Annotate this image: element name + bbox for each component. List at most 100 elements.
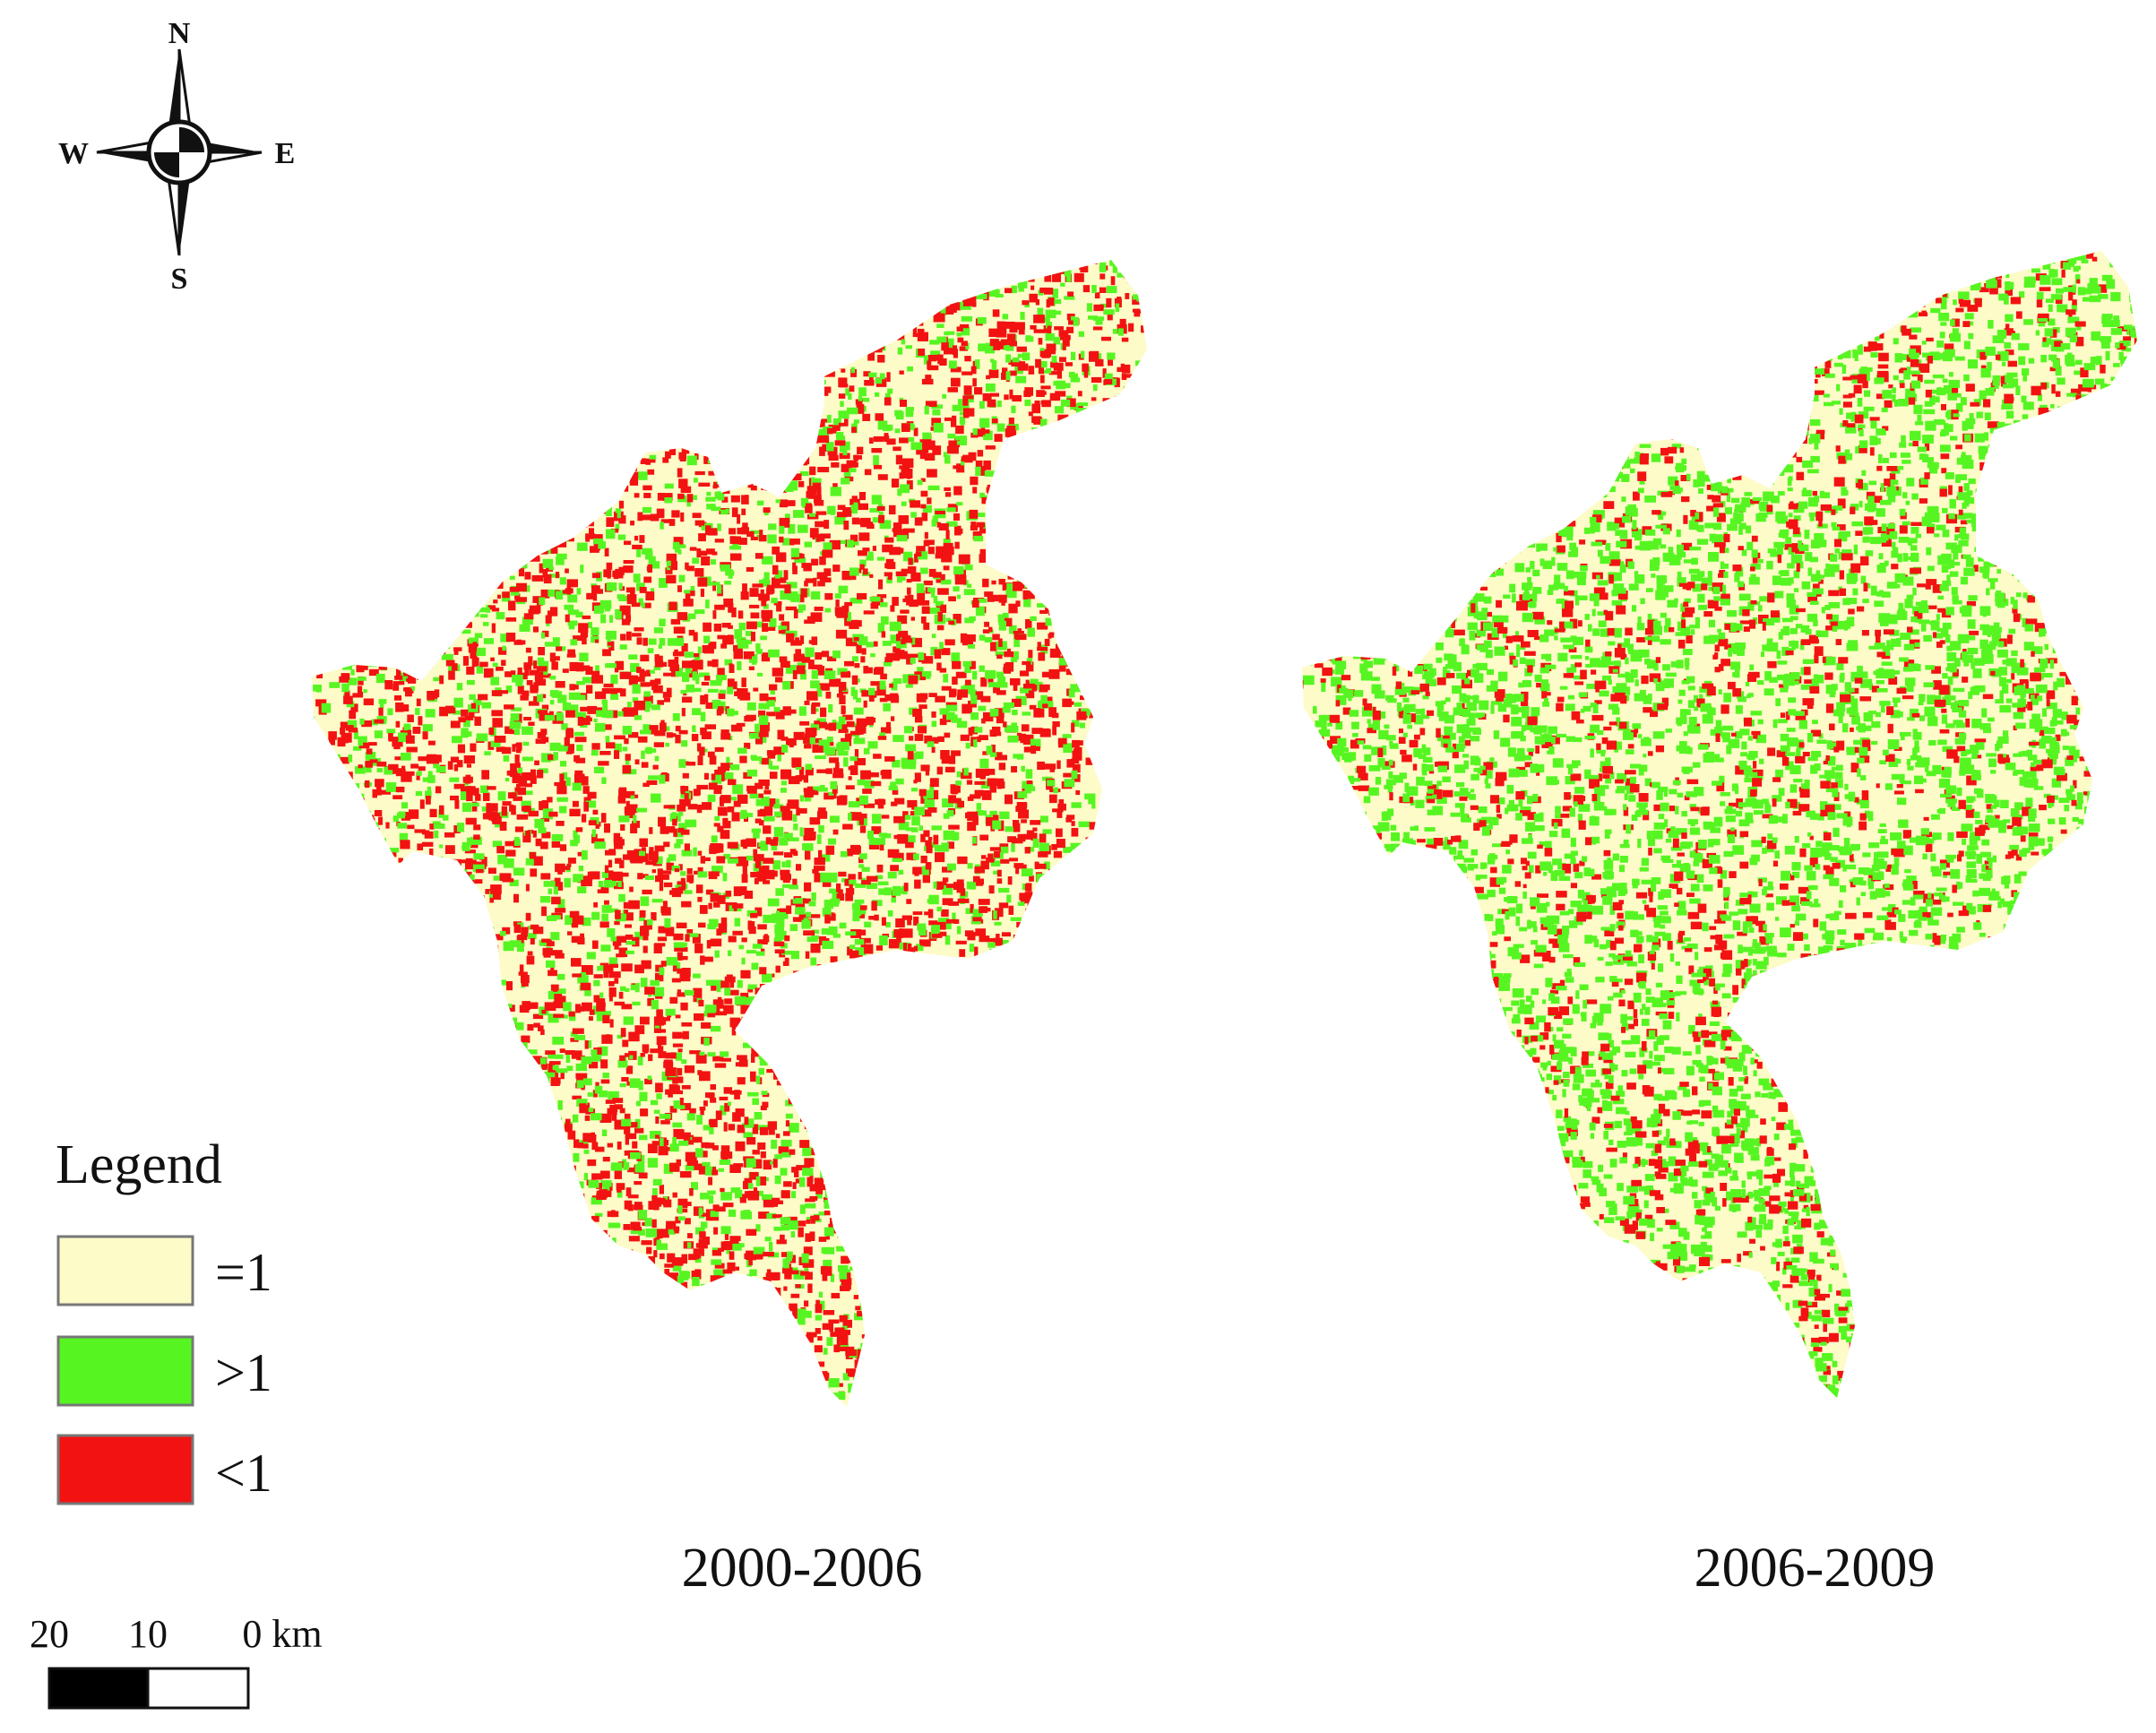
pixel-change-lt1 [1064,1347,1071,1354]
pixel-change-gt1 [341,580,352,590]
pixel-change-lt1 [433,368,442,378]
pixel-change-lt1 [818,281,828,288]
pixel-change-gt1 [396,873,401,878]
pixel-change-lt1 [477,1115,482,1121]
pixel-change-lt1 [939,297,944,306]
pixel-change-lt1 [774,1013,785,1023]
pixel-change-gt1 [857,996,869,1002]
pixel-change-lt1 [876,1283,882,1289]
pixel-change-gt1 [599,1046,608,1056]
pixel-change-gt1 [948,360,957,369]
pixel-change-lt1 [533,1022,540,1028]
pixel-change-gt1 [942,979,948,987]
pixel-change-lt1 [742,583,747,593]
pixel-change-lt1 [909,736,914,741]
pixel-change-lt1 [729,681,737,690]
pixel-change-lt1 [1013,935,1022,943]
pixel-change-gt1 [1066,274,1072,282]
pixel-change-gt1 [1079,551,1084,557]
pixel-change-gt1 [638,1229,645,1236]
pixel-change-lt1 [1105,892,1112,901]
pixel-change-lt1 [424,1402,432,1407]
pixel-change-lt1 [989,513,1000,519]
pixel-change-lt1 [812,744,824,753]
pixel-change-lt1 [670,334,682,340]
pixel-change-gt1 [970,1376,981,1383]
pixel-change-lt1 [789,383,800,389]
pixel-change-lt1 [417,1145,422,1152]
pixel-change-lt1 [315,509,326,517]
pixel-change-gt1 [1108,563,1121,568]
pixel-change-gt1 [560,1294,566,1304]
pixel-change-lt1 [573,1344,582,1351]
pixel-change-gt1 [709,301,716,308]
pixel-change-lt1 [979,1261,984,1270]
pixel-change-gt1 [1118,563,1128,572]
pixel-change-gt1 [358,677,367,681]
pixel-change-lt1 [493,1312,501,1321]
pixel-change-gt1 [758,348,769,358]
pixel-change-lt1 [559,1343,565,1353]
pixel-change-lt1 [1095,866,1107,872]
pixel-change-gt1 [1131,958,1140,966]
pixel-change-gt1 [944,1376,951,1386]
pixel-change-gt1 [728,1209,737,1217]
pixel-change-gt1 [922,432,932,442]
pixel-change-lt1 [808,260,813,270]
pixel-change-lt1 [475,794,481,801]
pixel-change-gt1 [628,769,637,775]
pixel-change-gt1 [617,379,626,385]
pixel-change-lt1 [1065,1067,1074,1073]
pixel-change-lt1 [693,987,703,998]
pixel-change-lt1 [738,538,747,545]
pixel-change-lt1 [1039,728,1050,733]
pixel-change-lt1 [609,1019,614,1028]
pixel-change-gt1 [573,874,583,883]
pixel-change-gt1 [704,290,709,296]
pixel-change-gt1 [672,1263,682,1272]
pixel-change-gt1 [610,276,616,285]
pixel-change-lt1 [975,1118,984,1128]
pixel-change-lt1 [333,830,341,834]
pixel-change-gt1 [885,1243,891,1252]
pixel-change-lt1 [969,1197,977,1202]
pixel-change-lt1 [1125,499,1133,509]
pixel-change-gt1 [712,413,719,419]
pixel-change-gt1 [659,1404,669,1407]
pixel-change-gt1 [584,988,591,996]
pixel-change-gt1 [1115,1380,1127,1391]
pixel-change-lt1 [987,1151,991,1160]
pixel-change-lt1 [895,454,903,465]
pixel-change-gt1 [943,539,951,545]
pixel-change-lt1 [1077,1220,1085,1228]
pixel-change-lt1 [481,499,486,504]
pixel-change-lt1 [623,901,634,909]
pixel-change-gt1 [478,356,485,366]
pixel-change-lt1 [972,1367,982,1377]
pixel-change-lt1 [435,1381,444,1388]
pixel-change-lt1 [720,1057,731,1062]
pixel-change-gt1 [871,1041,879,1048]
pixel-change-lt1 [468,364,478,371]
pixel-change-lt1 [851,1073,862,1079]
pixel-change-lt1 [741,508,746,515]
pixel-change-gt1 [403,1045,416,1054]
pixel-change-lt1 [691,1163,703,1170]
pixel-change-gt1 [423,932,433,939]
pixel-change-gt1 [884,1100,888,1107]
pixel-change-gt1 [837,668,848,676]
pixel-change-lt1 [851,1081,860,1090]
pixel-change-gt1 [943,1319,953,1326]
pixel-change-gt1 [873,455,879,465]
pixel-change-gt1 [726,756,730,767]
pixel-change-gt1 [431,638,436,648]
pixel-change-lt1 [658,1306,662,1315]
pixel-change-gt1 [1098,720,1109,728]
pixel-change-lt1 [739,1278,745,1283]
pixel-change-lt1 [1124,374,1133,378]
pixel-change-gt1 [703,1037,710,1046]
pixel-change-lt1 [1124,1351,1134,1359]
pixel-change-lt1 [1137,929,1145,934]
pixel-change-gt1 [810,957,817,966]
pixel-change-gt1 [790,418,797,423]
